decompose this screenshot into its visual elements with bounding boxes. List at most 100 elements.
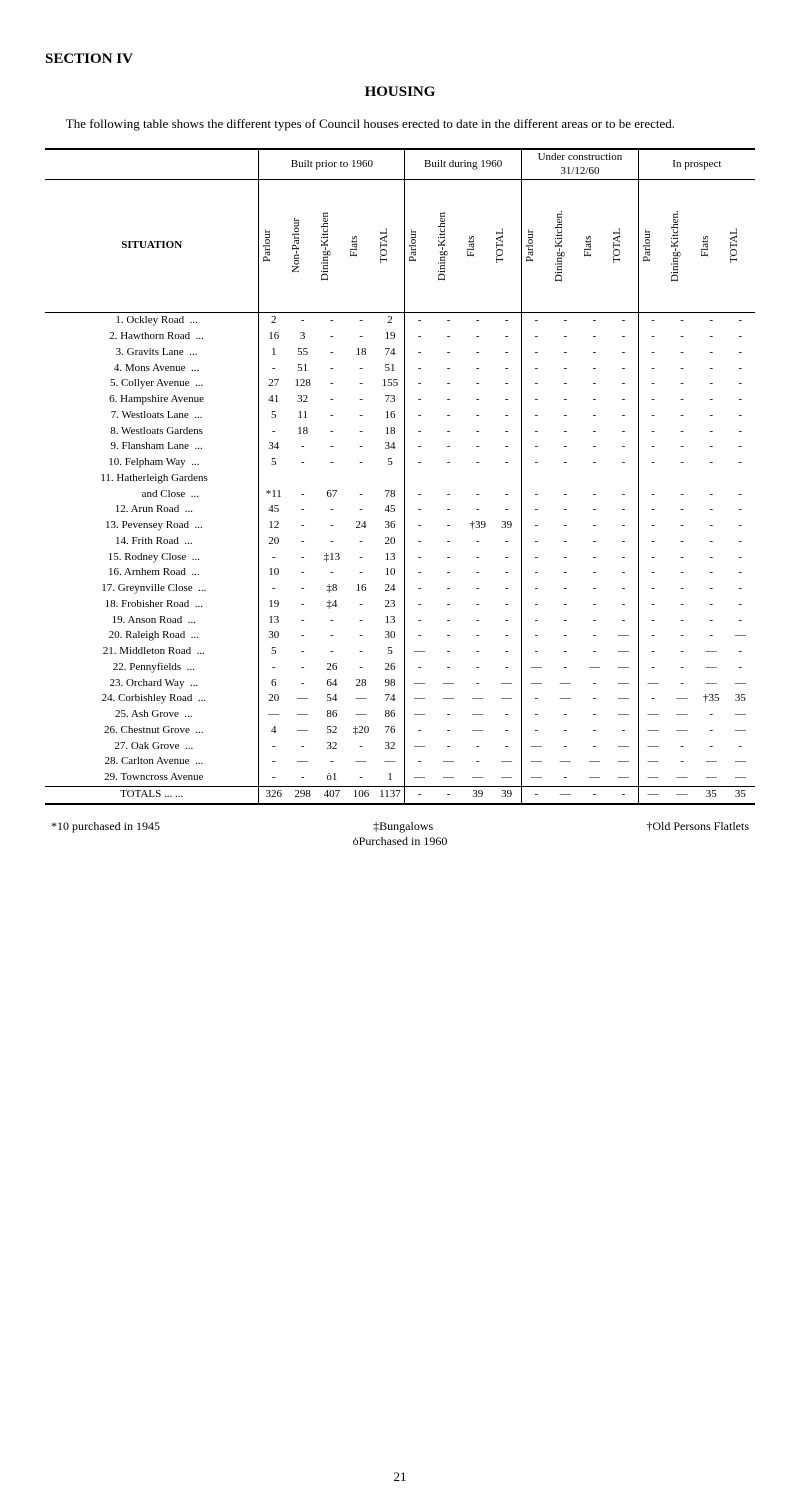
data-cell: - <box>434 329 463 345</box>
data-cell: 18 <box>346 345 375 361</box>
data-cell: 20 <box>376 534 405 550</box>
situation-cell: 3. Gravits Lane ... <box>45 345 259 361</box>
data-cell: 74 <box>376 345 405 361</box>
table-row: 11. Hatherleigh Gardens <box>45 471 755 487</box>
data-cell: - <box>492 707 521 723</box>
data-cell: — <box>697 644 726 660</box>
data-cell <box>346 471 375 487</box>
data-cell: - <box>580 392 609 408</box>
data-cell: - <box>609 329 638 345</box>
data-cell: - <box>697 487 726 503</box>
data-cell: - <box>522 361 551 377</box>
data-cell: - <box>434 361 463 377</box>
data-cell: 16 <box>376 408 405 424</box>
data-cell: - <box>667 597 696 613</box>
housing-table: Built prior to 1960 Built during 1960 Un… <box>45 148 755 805</box>
data-cell: - <box>405 424 434 440</box>
col-header: Parlour <box>522 180 551 313</box>
data-cell <box>376 471 405 487</box>
data-cell: - <box>317 439 346 455</box>
totals-cell: — <box>667 786 696 803</box>
data-cell: - <box>492 660 521 676</box>
data-cell: - <box>580 597 609 613</box>
data-cell: - <box>638 313 667 329</box>
table-row: 28. Carlton Avenue ...-—-——-—-——————-—— <box>45 754 755 770</box>
data-cell <box>492 471 521 487</box>
data-cell: — <box>405 707 434 723</box>
footnotes: *10 purchased in 1945 ‡Bungalows †Old Pe… <box>45 819 755 834</box>
data-cell: 24 <box>376 581 405 597</box>
data-cell: — <box>288 754 317 770</box>
data-cell: 19 <box>259 597 288 613</box>
data-cell: - <box>463 581 492 597</box>
data-cell: - <box>434 455 463 471</box>
table-row: 25. Ash Grove ...——86—86—-—----———-— <box>45 707 755 723</box>
data-cell: - <box>288 613 317 629</box>
data-cell: - <box>697 345 726 361</box>
data-cell: - <box>697 739 726 755</box>
data-cell: 52 <box>317 723 346 739</box>
data-cell: 78 <box>376 487 405 503</box>
data-cell: - <box>551 424 580 440</box>
situation-cell: 15. Rodney Close ... <box>45 550 259 566</box>
col-header: Non-Parlour <box>288 180 317 313</box>
data-cell: - <box>492 345 521 361</box>
data-cell: - <box>317 534 346 550</box>
data-cell: - <box>288 439 317 455</box>
data-cell: - <box>551 770 580 786</box>
data-cell: - <box>492 313 521 329</box>
data-cell: - <box>492 597 521 613</box>
data-cell: - <box>726 660 755 676</box>
data-cell: - <box>638 487 667 503</box>
data-cell: - <box>405 392 434 408</box>
data-cell: - <box>609 487 638 503</box>
data-cell: — <box>492 691 521 707</box>
totals-cell: 298 <box>288 786 317 803</box>
table-row: 3. Gravits Lane ...155-1874------------ <box>45 345 755 361</box>
situation-cell: 8. Westloats Gardens <box>45 424 259 440</box>
data-cell: - <box>317 754 346 770</box>
table-row: 23. Orchard Way ...6-642898——-———-——-—— <box>45 676 755 692</box>
data-cell: - <box>551 345 580 361</box>
data-cell: — <box>463 691 492 707</box>
data-cell: - <box>434 644 463 660</box>
phase-header: Under construction 31/12/60 <box>522 149 639 180</box>
data-cell: - <box>667 345 696 361</box>
data-cell: - <box>434 581 463 597</box>
data-cell: - <box>288 518 317 534</box>
data-cell: — <box>609 754 638 770</box>
data-cell: - <box>726 408 755 424</box>
data-cell: - <box>463 754 492 770</box>
data-cell: — <box>609 770 638 786</box>
col-header: Dining-Kitchen <box>434 180 463 313</box>
data-cell: - <box>405 361 434 377</box>
data-cell: — <box>697 770 726 786</box>
data-cell: - <box>580 739 609 755</box>
data-cell: - <box>346 361 375 377</box>
col-header: Dining-Kitchen. <box>667 180 696 313</box>
data-cell: - <box>492 613 521 629</box>
data-cell: — <box>609 644 638 660</box>
data-cell: 4 <box>259 723 288 739</box>
totals-cell: 407 <box>317 786 346 803</box>
data-cell: - <box>522 455 551 471</box>
data-cell: - <box>580 644 609 660</box>
data-cell: - <box>317 455 346 471</box>
table-row: 24. Corbishley Road ...20—54—74————-—-—-… <box>45 691 755 707</box>
data-cell: 30 <box>259 628 288 644</box>
data-cell: - <box>638 439 667 455</box>
data-cell: - <box>288 644 317 660</box>
situation-cell: 4. Mons Avenue ... <box>45 361 259 377</box>
data-cell: — <box>638 676 667 692</box>
data-cell: - <box>434 408 463 424</box>
table-row: 2. Hawthorn Road ...163--19------------ <box>45 329 755 345</box>
data-cell: 45 <box>259 502 288 518</box>
data-cell <box>697 471 726 487</box>
data-cell: - <box>726 313 755 329</box>
data-cell: - <box>317 329 346 345</box>
data-cell: - <box>317 518 346 534</box>
data-cell: - <box>346 455 375 471</box>
data-cell: — <box>609 660 638 676</box>
situation-cell: 5. Collyer Avenue ... <box>45 376 259 392</box>
data-cell: - <box>638 455 667 471</box>
